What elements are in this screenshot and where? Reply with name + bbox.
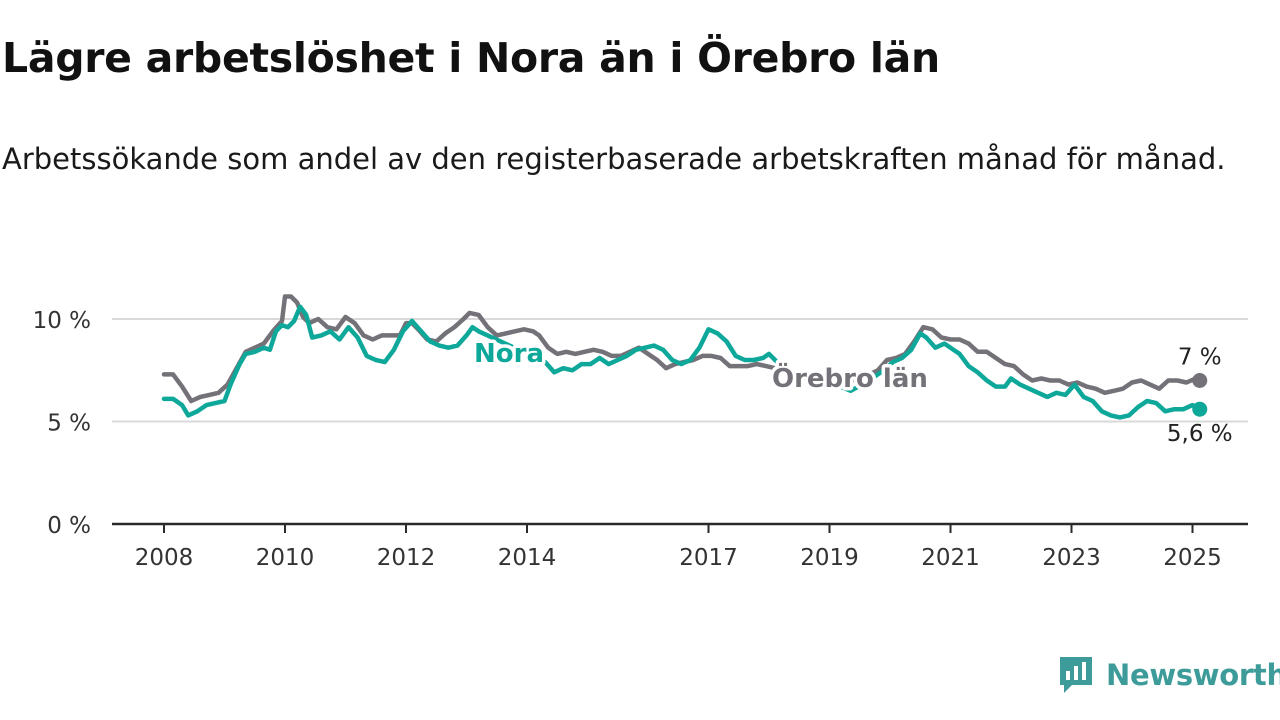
x-tick-label: 2012 (377, 545, 436, 571)
y-tick-label: 10 % (33, 308, 91, 334)
y-tick-label: 5 % (47, 411, 91, 437)
series-label-nora-halo: Nora (474, 339, 544, 369)
series-label-orebro-halo: Örebro län (772, 361, 928, 394)
chart-title: Lägre arbetslöshet i Nora än i Örebro lä… (2, 34, 940, 82)
series-label-orebro: Örebro län (772, 361, 928, 394)
series-line-nora (161, 304, 1203, 420)
newsworthy-logo: Newsworthy (1058, 653, 1280, 697)
newsworthy-logo-icon (1060, 657, 1092, 693)
series-label-nora: Nora (474, 339, 544, 369)
x-tick-label: 2023 (1042, 545, 1101, 571)
series-end-point (1192, 373, 1208, 388)
grid-lines (112, 318, 1248, 423)
end-label-orebro: 7 % (1178, 345, 1222, 371)
series-end-point (1192, 401, 1208, 417)
x-tick-label: 2019 (800, 545, 859, 571)
x-tick-label: 2021 (921, 545, 980, 571)
x-tick-label: 2008 (135, 545, 194, 571)
series-line--rebro-l-n (161, 294, 1203, 404)
x-tick-label: 2010 (256, 545, 315, 571)
x-tick-label: 2017 (679, 545, 738, 571)
x-tick-label: 2014 (498, 545, 557, 571)
x-tick-label: 2025 (1163, 545, 1222, 571)
series-lines (161, 294, 1208, 420)
axes: 0 % 5 % 10 % 2008 2010 2012 2014 2017 2019 2021 20… (33, 308, 1248, 571)
logo-text: Newsworthy (1106, 658, 1280, 692)
chart-subtitle: Arbetssökande som andel av den registerb… (2, 142, 1226, 176)
end-label-nora: 5,6 % (1167, 421, 1233, 447)
y-tick-label: 0 % (47, 513, 91, 539)
